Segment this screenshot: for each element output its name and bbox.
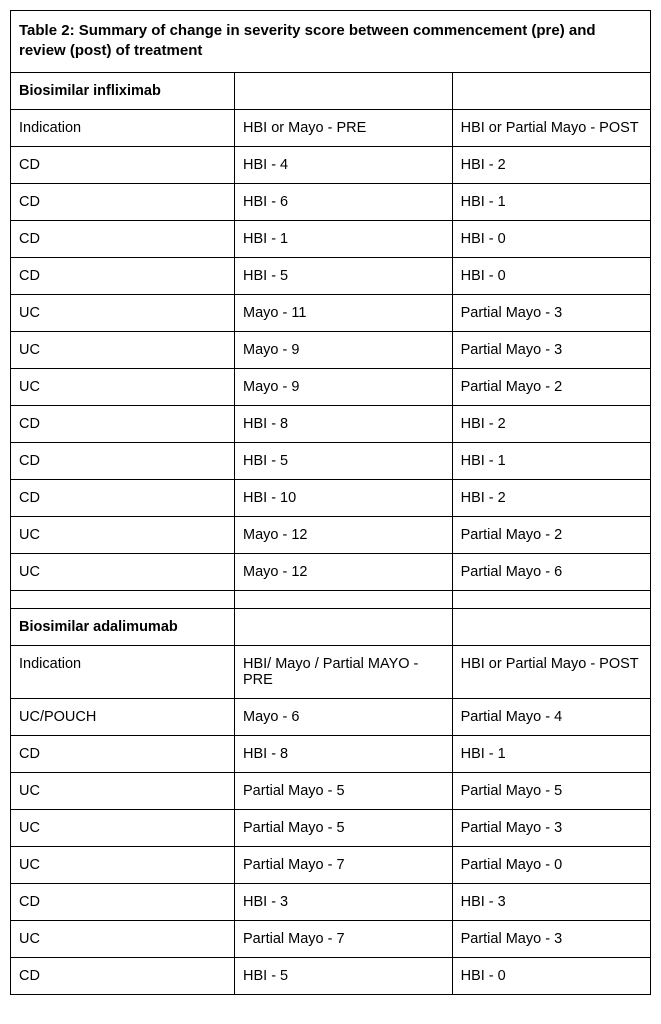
table-cell: HBI - 5 bbox=[235, 957, 453, 994]
table-cell: Mayo - 12 bbox=[235, 553, 453, 590]
table-row: CDHBI - 3HBI - 3 bbox=[11, 883, 651, 920]
empty-cell bbox=[235, 72, 453, 109]
section-header: Biosimilar adalimumab bbox=[11, 608, 235, 645]
table-row: CDHBI - 10HBI - 2 bbox=[11, 479, 651, 516]
table-cell: HBI - 5 bbox=[235, 442, 453, 479]
table-cell: Partial Mayo - 3 bbox=[452, 920, 650, 957]
table-cell: Partial Mayo - 4 bbox=[452, 698, 650, 735]
empty-cell bbox=[235, 590, 453, 608]
table-row: CDHBI - 5HBI - 0 bbox=[11, 957, 651, 994]
table-cell: UC bbox=[11, 846, 235, 883]
table-row: UCPartial Mayo - 7Partial Mayo - 0 bbox=[11, 846, 651, 883]
table-row: CDHBI - 1HBI - 0 bbox=[11, 220, 651, 257]
table-row: UCMayo - 11Partial Mayo - 3 bbox=[11, 294, 651, 331]
table-row: CDHBI - 6HBI - 1 bbox=[11, 183, 651, 220]
table-cell: UC/POUCH bbox=[11, 698, 235, 735]
column-header: HBI/ Mayo / Partial MAYO - PRE bbox=[235, 645, 453, 698]
table-cell: HBI - 2 bbox=[452, 405, 650, 442]
table-cell: UC bbox=[11, 553, 235, 590]
table-cell: HBI - 2 bbox=[452, 146, 650, 183]
table-cell: HBI - 8 bbox=[235, 735, 453, 772]
severity-table: Table 2: Summary of change in severity s… bbox=[10, 10, 651, 995]
table-row: UCMayo - 9Partial Mayo - 2 bbox=[11, 368, 651, 405]
empty-cell bbox=[11, 590, 235, 608]
empty-cell bbox=[452, 608, 650, 645]
table-container: Table 2: Summary of change in severity s… bbox=[0, 0, 661, 1005]
column-header: HBI or Partial Mayo - POST bbox=[452, 645, 650, 698]
table-cell: HBI - 1 bbox=[452, 442, 650, 479]
empty-cell bbox=[452, 72, 650, 109]
table-cell: HBI - 10 bbox=[235, 479, 453, 516]
table-cell: Mayo - 11 bbox=[235, 294, 453, 331]
table-row: CDHBI - 4HBI - 2 bbox=[11, 146, 651, 183]
table-cell: HBI - 0 bbox=[452, 220, 650, 257]
table-cell: Partial Mayo - 2 bbox=[452, 368, 650, 405]
table-cell: Partial Mayo - 7 bbox=[235, 920, 453, 957]
table-cell: UC bbox=[11, 920, 235, 957]
table-row: UCMayo - 9Partial Mayo - 3 bbox=[11, 331, 651, 368]
table-cell: HBI - 1 bbox=[452, 183, 650, 220]
table-row: UCPartial Mayo - 5Partial Mayo - 3 bbox=[11, 809, 651, 846]
table-row: UCPartial Mayo - 5Partial Mayo - 5 bbox=[11, 772, 651, 809]
table-cell: HBI - 0 bbox=[452, 257, 650, 294]
table-cell: CD bbox=[11, 735, 235, 772]
table-cell: CD bbox=[11, 146, 235, 183]
column-header: HBI or Partial Mayo - POST bbox=[452, 109, 650, 146]
table-cell: CD bbox=[11, 220, 235, 257]
table-cell: CD bbox=[11, 405, 235, 442]
table-cell: Mayo - 12 bbox=[235, 516, 453, 553]
table-cell: HBI - 1 bbox=[452, 735, 650, 772]
table-title: Table 2: Summary of change in severity s… bbox=[11, 11, 651, 73]
table-cell: HBI - 8 bbox=[235, 405, 453, 442]
table-cell: Mayo - 6 bbox=[235, 698, 453, 735]
column-header: HBI or Mayo - PRE bbox=[235, 109, 453, 146]
table-cell: Partial Mayo - 3 bbox=[452, 294, 650, 331]
table-cell: HBI - 2 bbox=[452, 479, 650, 516]
table-row: CDHBI - 8HBI - 2 bbox=[11, 405, 651, 442]
table-cell: Partial Mayo - 5 bbox=[235, 772, 453, 809]
table-cell: HBI - 3 bbox=[452, 883, 650, 920]
table-cell: HBI - 5 bbox=[235, 257, 453, 294]
table-cell: Partial Mayo - 6 bbox=[452, 553, 650, 590]
spacer-row bbox=[11, 590, 651, 608]
table-cell: HBI - 4 bbox=[235, 146, 453, 183]
table-cell: Partial Mayo - 3 bbox=[452, 331, 650, 368]
table-cell: CD bbox=[11, 479, 235, 516]
table-cell: UC bbox=[11, 294, 235, 331]
column-header: Indication bbox=[11, 109, 235, 146]
table-row: UCMayo - 12Partial Mayo - 2 bbox=[11, 516, 651, 553]
table-cell: CD bbox=[11, 883, 235, 920]
table-cell: UC bbox=[11, 516, 235, 553]
table-cell: UC bbox=[11, 331, 235, 368]
table-cell: UC bbox=[11, 772, 235, 809]
section-header: Biosimilar infliximab bbox=[11, 72, 235, 109]
table-cell: HBI - 0 bbox=[452, 957, 650, 994]
table-cell: CD bbox=[11, 183, 235, 220]
table-cell: Mayo - 9 bbox=[235, 331, 453, 368]
table-cell: Partial Mayo - 5 bbox=[235, 809, 453, 846]
table-cell: CD bbox=[11, 257, 235, 294]
table-row: CDHBI - 5HBI - 1 bbox=[11, 442, 651, 479]
table-row: UC/POUCHMayo - 6Partial Mayo - 4 bbox=[11, 698, 651, 735]
column-header: Indication bbox=[11, 645, 235, 698]
table-cell: Partial Mayo - 5 bbox=[452, 772, 650, 809]
table-cell: UC bbox=[11, 809, 235, 846]
table-cell: Partial Mayo - 0 bbox=[452, 846, 650, 883]
table-row: CDHBI - 8HBI - 1 bbox=[11, 735, 651, 772]
table-cell: CD bbox=[11, 957, 235, 994]
empty-cell bbox=[235, 608, 453, 645]
table-cell: HBI - 1 bbox=[235, 220, 453, 257]
empty-cell bbox=[452, 590, 650, 608]
table-row: UCMayo - 12Partial Mayo - 6 bbox=[11, 553, 651, 590]
table-cell: Partial Mayo - 2 bbox=[452, 516, 650, 553]
table-cell: UC bbox=[11, 368, 235, 405]
table-cell: HBI - 3 bbox=[235, 883, 453, 920]
table-cell: CD bbox=[11, 442, 235, 479]
table-row: CDHBI - 5HBI - 0 bbox=[11, 257, 651, 294]
table-cell: Mayo - 9 bbox=[235, 368, 453, 405]
table-cell: Partial Mayo - 3 bbox=[452, 809, 650, 846]
table-cell: HBI - 6 bbox=[235, 183, 453, 220]
table-row: UCPartial Mayo - 7Partial Mayo - 3 bbox=[11, 920, 651, 957]
table-cell: Partial Mayo - 7 bbox=[235, 846, 453, 883]
